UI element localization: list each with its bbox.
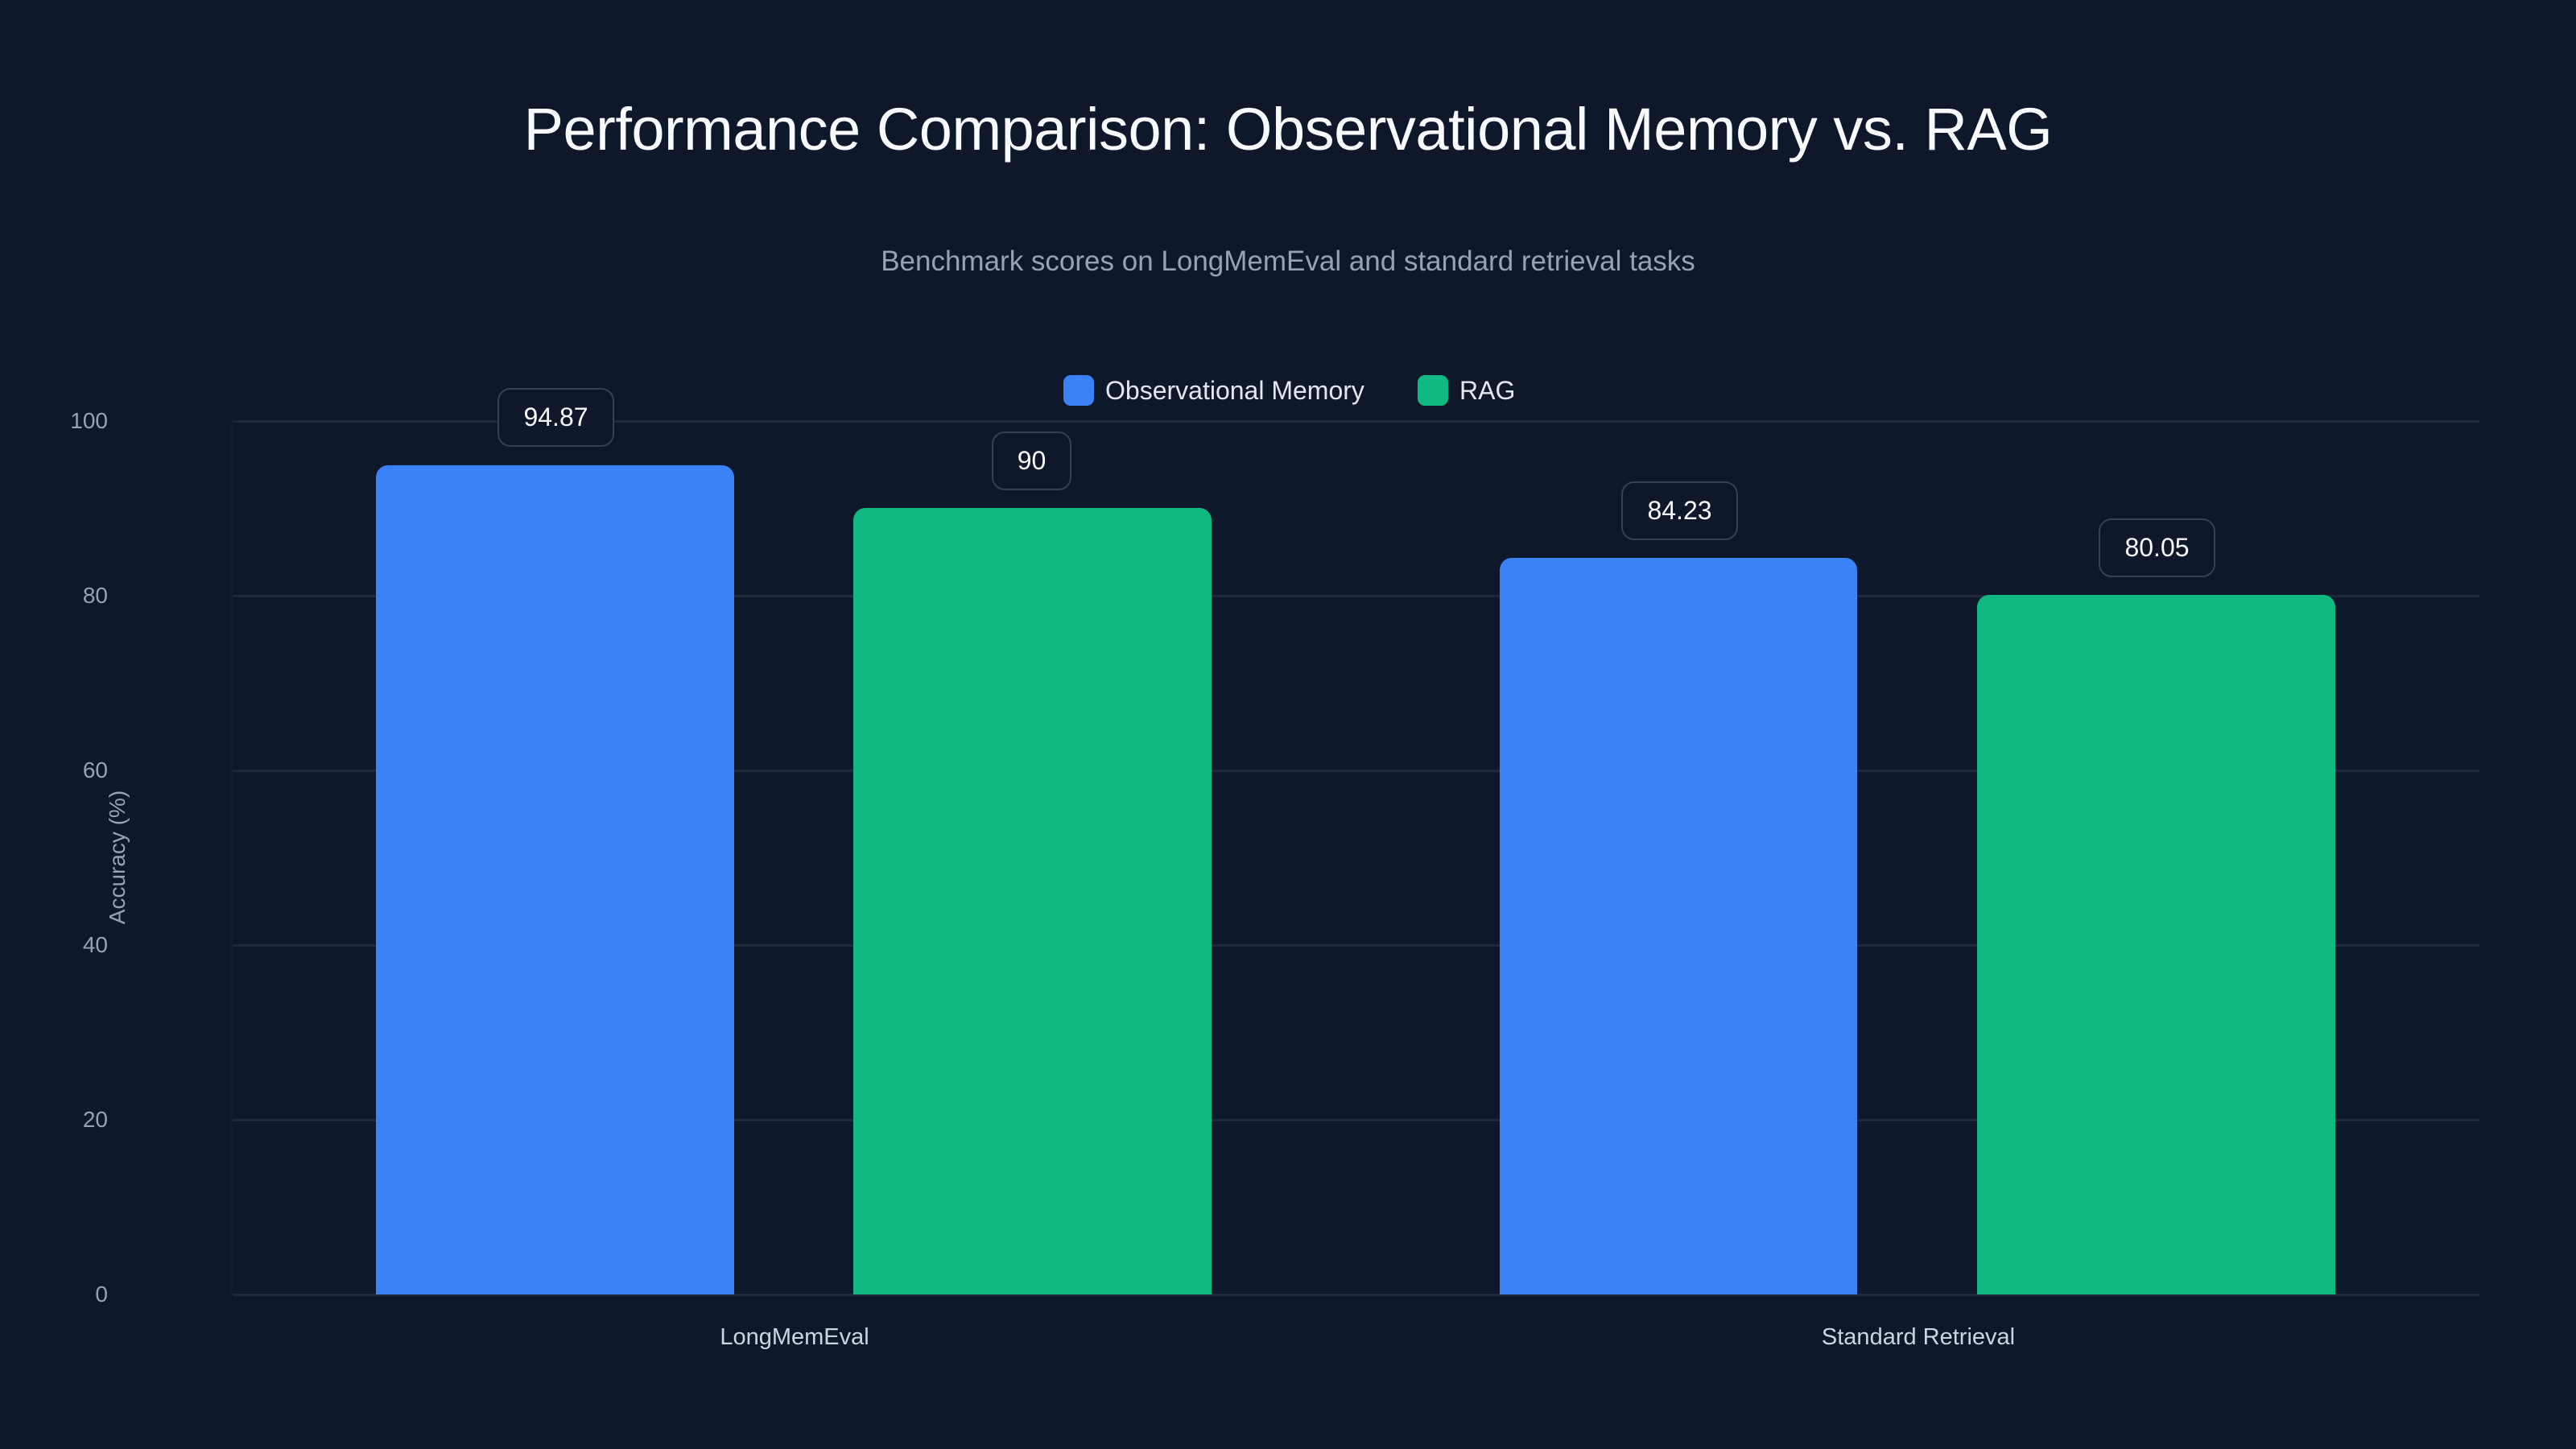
bar-standard-retrieval-rag[interactable]: [1977, 595, 2335, 1294]
bar-standard-retrieval-observational-memory[interactable]: [1500, 558, 1857, 1294]
chart-subtitle: Benchmark scores on LongMemEval and stan…: [881, 246, 1695, 277]
x-tick-standard-retrieval: Standard Retrieval: [1821, 1324, 2016, 1350]
gridline-20: [233, 1119, 2479, 1121]
bar-longmemeval-observational-memory[interactable]: [376, 465, 734, 1294]
y-tick: 60: [82, 758, 108, 782]
chart-title: Performance Comparison: Observational Me…: [523, 96, 2053, 163]
plot-area: 0 20 40 60 80 100 94.87 90 84.23 80.05: [70, 388, 2479, 1307]
x-tick-longmemeval: LongMemEval: [720, 1324, 869, 1350]
y-tick: 40: [82, 932, 108, 957]
gridline-60: [233, 770, 2479, 772]
gridline-100: [233, 420, 2479, 423]
legend-swatch-blue-icon: [1063, 375, 1094, 406]
legend-item-observational-memory[interactable]: Observational Memory: [1063, 374, 1364, 407]
legend-item-rag[interactable]: RAG: [1418, 374, 1515, 407]
value-label: 84.23: [1621, 481, 1738, 540]
value-label: 80.05: [2099, 518, 2215, 577]
legend-swatch-green-icon: [1418, 375, 1448, 406]
gridline-0: [233, 1294, 2479, 1296]
gridline-80: [233, 595, 2479, 597]
legend-label: Observational Memory: [1105, 375, 1364, 405]
y-tick: 100: [70, 408, 108, 433]
legend-label: RAG: [1459, 375, 1516, 405]
value-label: 90: [992, 431, 1071, 490]
y-tick: 20: [82, 1107, 108, 1132]
y-tick: 80: [82, 583, 108, 608]
y-axis-line: [231, 420, 233, 1294]
y-axis-label: Accuracy (%): [105, 790, 130, 925]
bar-longmemeval-rag[interactable]: [853, 508, 1212, 1294]
legend: Observational Memory RAG: [0, 374, 2576, 407]
y-tick: 0: [95, 1282, 108, 1307]
value-label: 94.87: [497, 388, 614, 447]
gridline-40: [233, 944, 2479, 947]
